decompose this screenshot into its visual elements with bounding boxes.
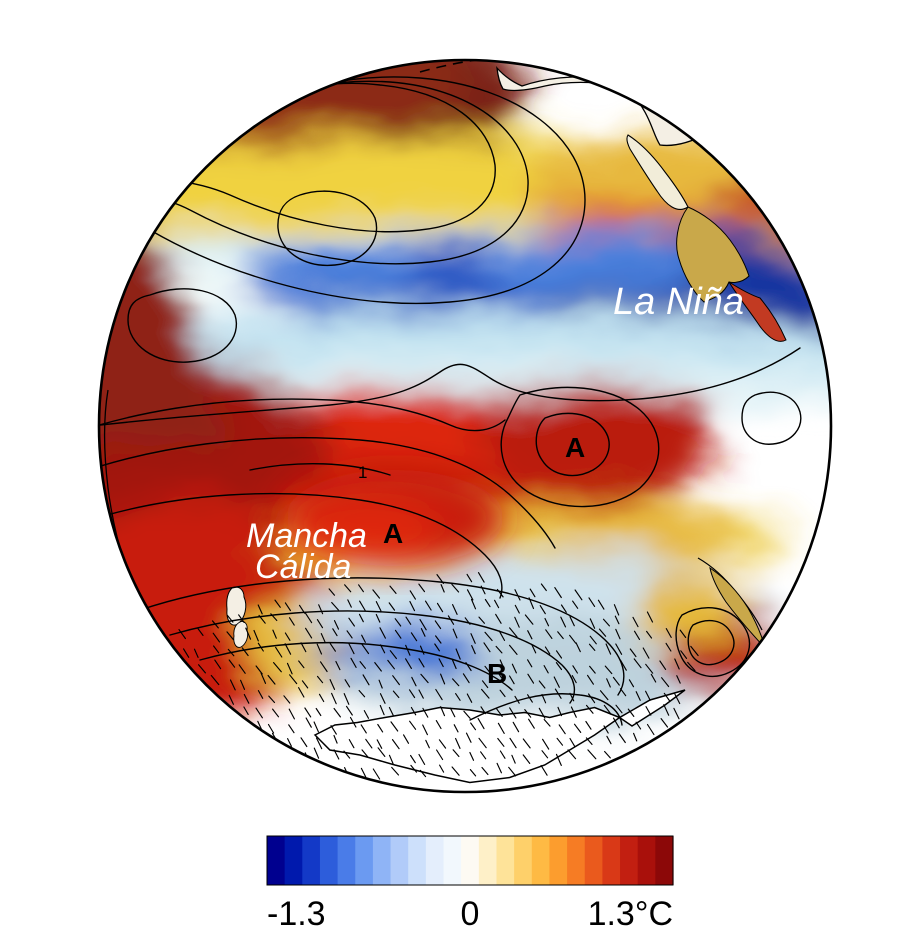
svg-text:A: A (565, 432, 585, 463)
svg-text:0: 0 (461, 895, 480, 933)
svg-text:1.3°C: 1.3°C (588, 895, 673, 933)
svg-text:La Niña: La Niña (613, 281, 744, 323)
svg-text:1: 1 (358, 463, 367, 482)
svg-text:-1.3: -1.3 (267, 895, 326, 933)
svg-text:B: B (487, 658, 507, 689)
svg-text:A: A (383, 518, 403, 549)
svg-text:Cálida: Cálida (255, 548, 351, 586)
